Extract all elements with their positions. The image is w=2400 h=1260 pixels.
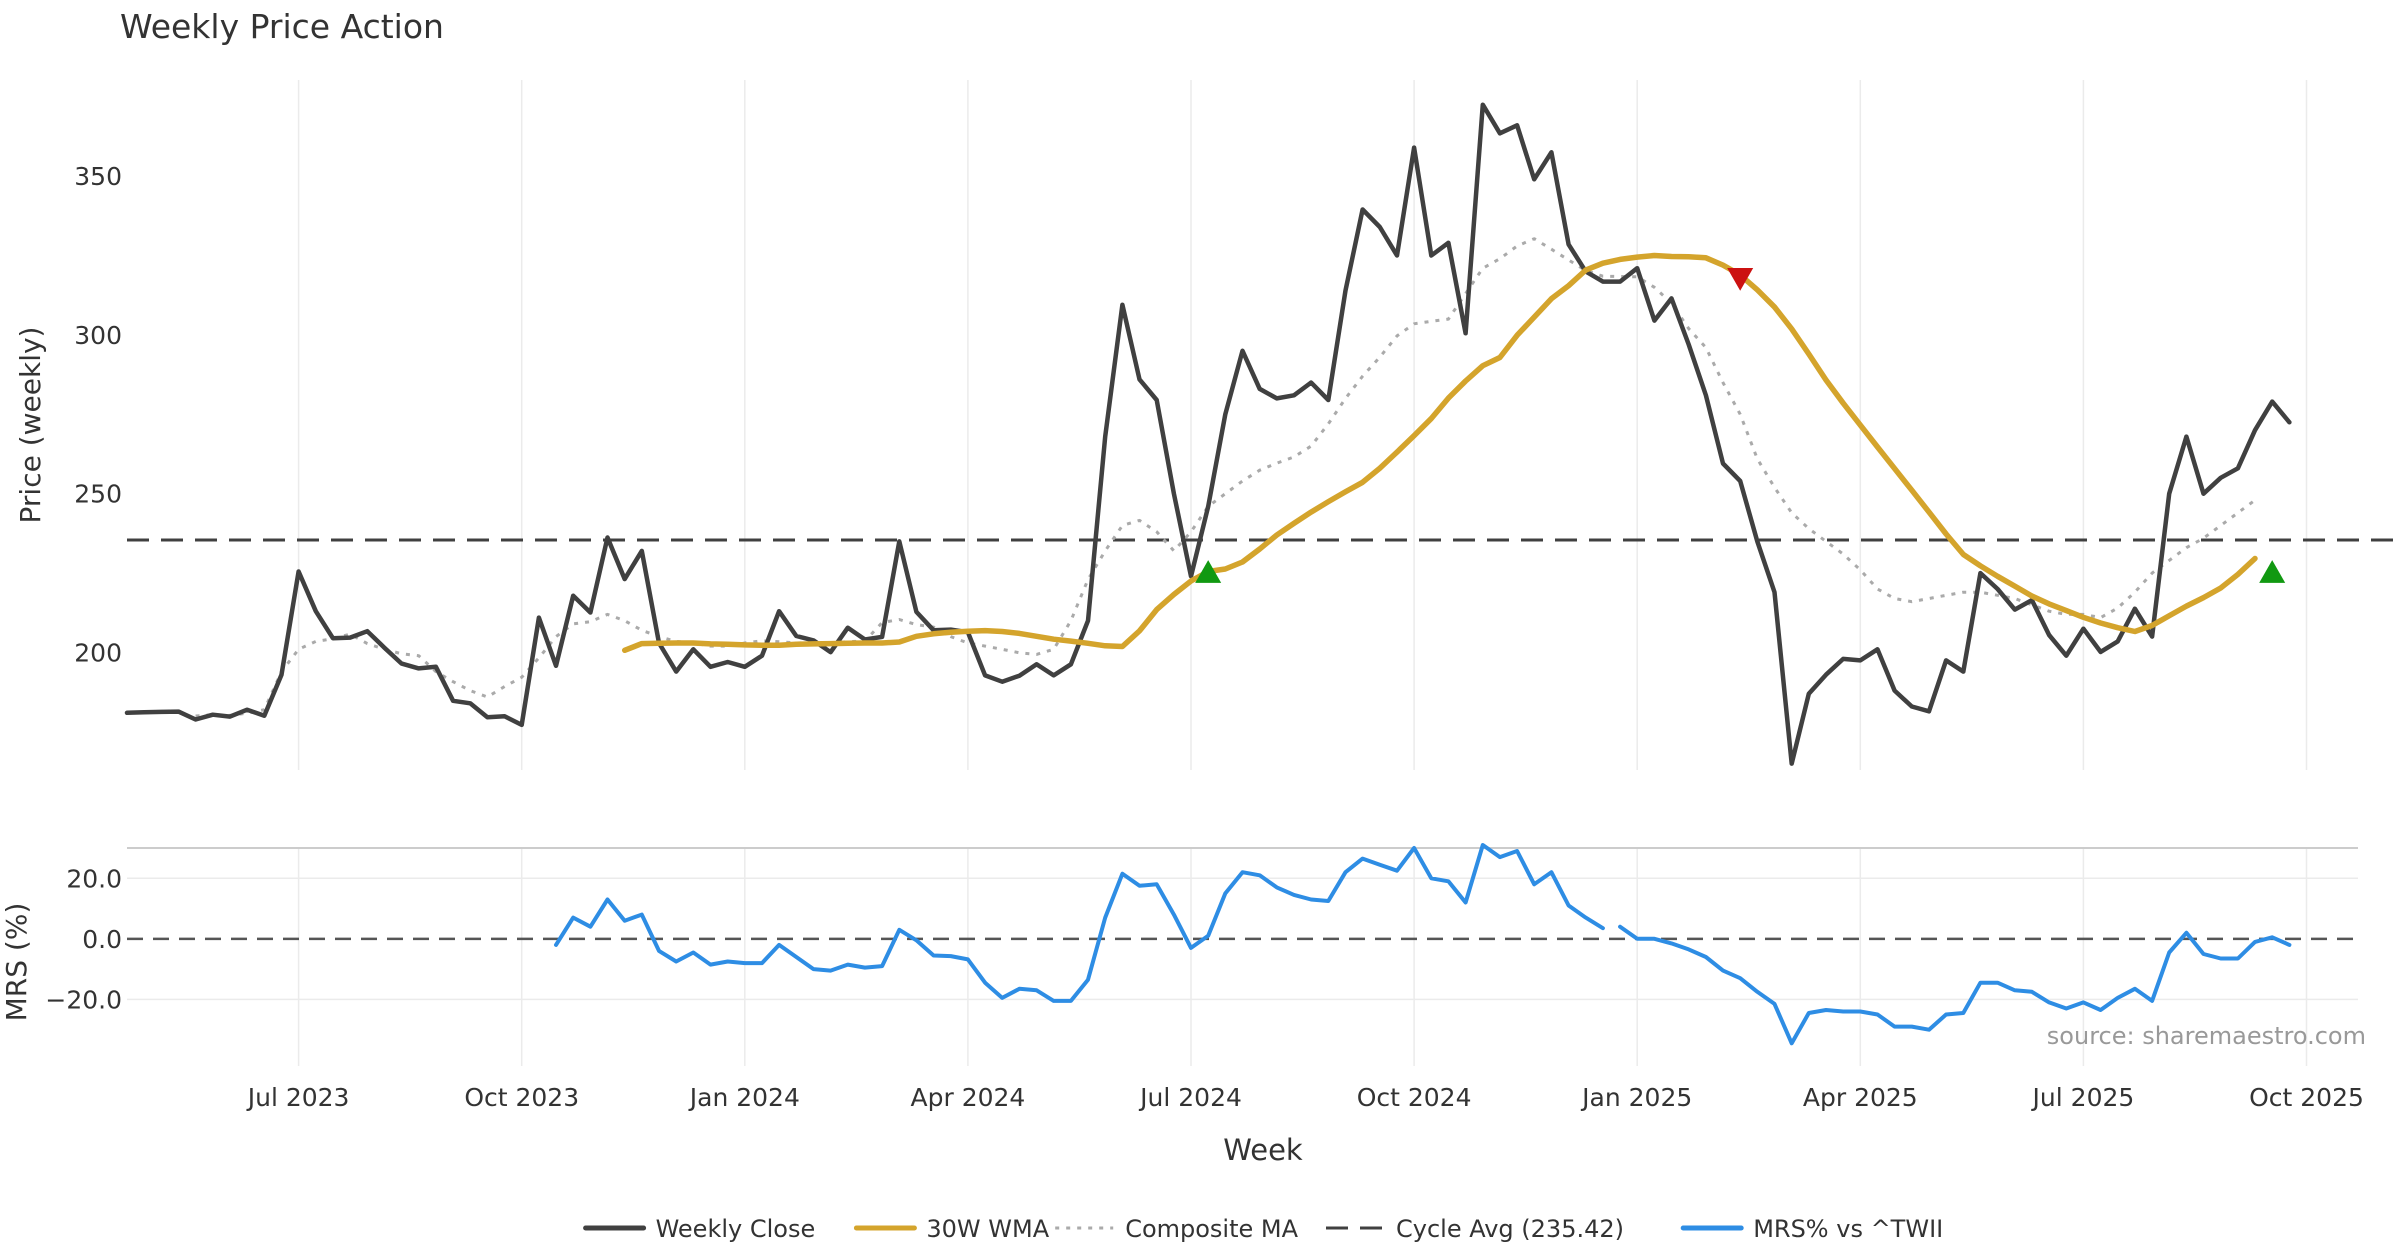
x-tick-label: Apr 2025 xyxy=(1803,1083,1918,1112)
x-tick-label: Apr 2024 xyxy=(911,1083,1026,1112)
x-tick-label: Oct 2025 xyxy=(2249,1083,2364,1112)
x-tick-label: Jul 2025 xyxy=(2031,1083,2135,1112)
price-grid xyxy=(297,80,2308,770)
wma-30w-line xyxy=(621,252,2258,654)
legend-label: Weekly Close xyxy=(656,1215,816,1243)
weekly-close-line xyxy=(124,102,2292,766)
x-tick-label: Jan 2025 xyxy=(1580,1083,1692,1112)
source-note: source: sharemaestro.com xyxy=(2047,1022,2366,1050)
legend-label: Cycle Avg (235.42) xyxy=(1396,1215,1624,1243)
series-layer xyxy=(124,102,2398,1046)
mrs-y-tick-label: −20.0 xyxy=(45,985,122,1014)
x-tick-label: Oct 2023 xyxy=(464,1083,579,1112)
buy-signal-marker xyxy=(1195,560,1222,583)
price-y-ticks: 200 250 300 350 xyxy=(74,162,122,667)
chart-title: Weekly Price Action xyxy=(120,7,444,46)
mrs-line-segment xyxy=(554,843,1605,1003)
buy-signal-marker xyxy=(2259,560,2286,583)
price-y-axis-label: Price (weekly) xyxy=(14,327,47,524)
x-tick-label: Jan 2024 xyxy=(688,1083,800,1112)
mrs-line-segment xyxy=(1618,924,2292,1046)
legend: Weekly Close 30W WMA Composite MA Cycle Avg… xyxy=(583,1215,1943,1243)
price-y-tick-label: 350 xyxy=(74,162,122,191)
price-y-tick-label: 200 xyxy=(74,639,122,668)
mrs-grid xyxy=(127,847,2358,1066)
x-tick-label: Jul 2024 xyxy=(1138,1083,1242,1112)
price-y-tick-label: 250 xyxy=(74,480,122,509)
x-tick-label: Oct 2024 xyxy=(1357,1083,1472,1112)
marker-layer xyxy=(1195,268,2286,583)
legend-label: MRS% vs ^TWII xyxy=(1753,1215,1943,1243)
mrs-y-axis-label: MRS (%) xyxy=(0,903,33,1022)
sell-signal-marker xyxy=(1727,268,1754,291)
x-ticks: Jul 2023 Oct 2023 Jan 2024 Apr 2024 Jul 2024… xyxy=(246,1083,2364,1112)
mrs-y-tick-label: 20.0 xyxy=(66,864,122,893)
x-tick-label: Jul 2023 xyxy=(246,1083,350,1112)
legend-label: Composite MA xyxy=(1125,1215,1298,1243)
price-y-tick-label: 300 xyxy=(74,321,122,350)
legend-label: 30W WMA xyxy=(926,1215,1049,1243)
mrs-y-ticks: 20.0 0.0 −20.0 xyxy=(45,864,122,1014)
mrs-y-tick-label: 0.0 xyxy=(82,925,122,954)
composite-ma-line xyxy=(195,237,2256,718)
x-axis-label: Week xyxy=(1223,1133,1303,1167)
